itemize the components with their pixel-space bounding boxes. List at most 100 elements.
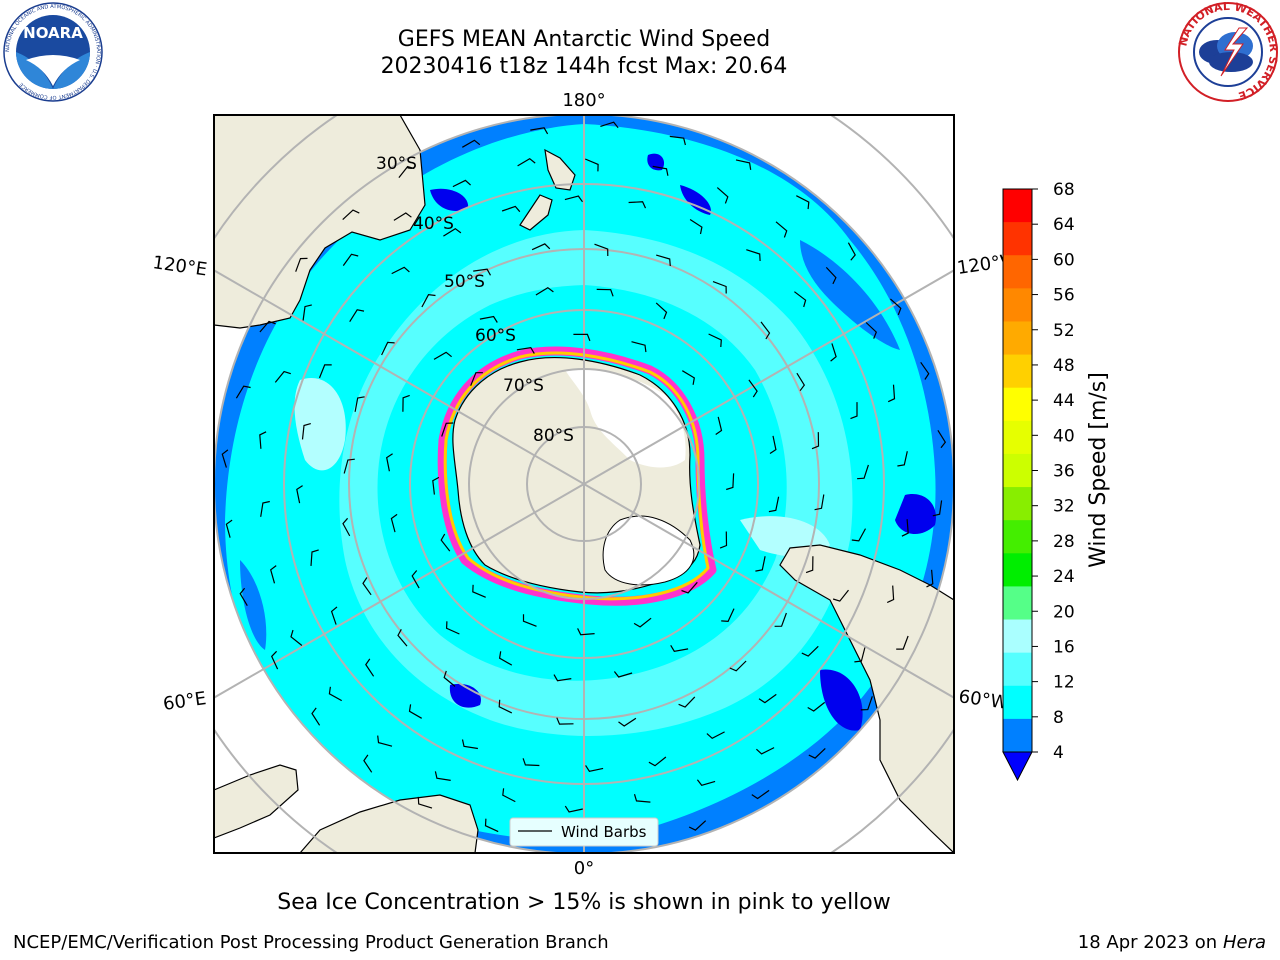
wind-barb: [362, 577, 372, 596]
colorbar-segment: [1003, 321, 1032, 356]
wind-barb: [887, 384, 896, 403]
wind-barb: [398, 165, 415, 178]
colorbar-segment: [1003, 453, 1032, 488]
colorbar-tick-label: 68: [1053, 180, 1075, 200]
wind-barb: [769, 435, 777, 455]
wind-barb: [796, 195, 810, 210]
wind-barb: [584, 158, 599, 172]
wind-barb: [484, 818, 499, 833]
colorbar-tick-label: 52: [1053, 321, 1075, 341]
wind-barb: [594, 243, 609, 257]
wind-barb: [445, 621, 460, 635]
colorbar-segment: [1003, 586, 1032, 621]
wind-barb: [628, 201, 647, 209]
wind-barb: [441, 422, 454, 437]
wind-barb: [901, 519, 909, 537]
colorbar-tick-label: 24: [1053, 567, 1075, 587]
wind-barb: [768, 496, 780, 513]
wind-barb: [825, 266, 837, 285]
wind-barb: [631, 341, 647, 353]
lat-label-70s: 70°S: [503, 376, 544, 396]
colorbar-segment: [1003, 553, 1032, 587]
wind-barb: [585, 765, 604, 772]
wind-barb: [857, 464, 869, 480]
wind-barb: [556, 717, 574, 725]
wind-barb: [655, 302, 668, 320]
wind-barb: [689, 218, 703, 235]
new-zealand: [519, 148, 576, 231]
wind-barb: [461, 139, 481, 148]
wind-barb: [235, 385, 251, 399]
colorbar-segment: [1003, 354, 1032, 389]
colorbar-tick-label: 48: [1053, 356, 1075, 376]
wind-barb: [479, 315, 498, 323]
wind-barb: [830, 343, 837, 362]
colorbar-label: Wind Speed [m/s]: [1086, 372, 1111, 568]
wind-barbs: [221, 121, 947, 843]
wind-barb: [225, 519, 233, 538]
colorbar-segment: [1003, 222, 1032, 256]
lat-label-30s: 30°S: [376, 154, 417, 174]
wind-barb: [270, 650, 279, 670]
lat-label-50s: 50°S: [444, 272, 485, 292]
colorbar-tick-label: 28: [1053, 532, 1075, 552]
wind-barb: [502, 788, 516, 803]
wind-barb: [850, 402, 858, 420]
wind-barb: [259, 320, 276, 333]
wind-barb: [712, 281, 727, 294]
colorbar-segment: [1003, 255, 1032, 289]
wind-barb: [386, 453, 393, 472]
wind-barb: [633, 617, 652, 628]
wind-barb: [774, 612, 787, 627]
lon-label-0: 0°: [574, 858, 594, 879]
wind-barb: [811, 432, 820, 450]
wind-barb: [814, 494, 825, 511]
wind-barb: [688, 820, 707, 831]
wind-barb: [310, 549, 319, 566]
wind-barb: [470, 372, 483, 386]
wind-barb: [865, 322, 878, 339]
colorbar-tick-label: 36: [1053, 462, 1075, 482]
chart-title: GEFS MEAN Antarctic Wind Speed: [397, 27, 771, 52]
wind-barb: [896, 635, 909, 650]
legend-label: Wind Barbs: [561, 823, 647, 841]
wind-barb: [670, 644, 689, 652]
wind-barb: [408, 704, 422, 719]
lon-label-120e: 120°E: [151, 252, 208, 280]
wind-barb: [473, 268, 492, 276]
wind-barb: [596, 288, 614, 297]
wind-barb: [342, 253, 359, 266]
wind-barb: [600, 121, 619, 129]
wind-barb: [648, 756, 667, 767]
wind-barb: [748, 379, 758, 398]
wind-barb: [328, 686, 342, 702]
wind-barb: [832, 589, 849, 602]
wind-barb: [716, 187, 729, 204]
wind-barb: [343, 458, 355, 474]
wind-barb: [678, 696, 696, 708]
colorbar: 68 64 60 56 52 48 44 40 36 32 28 24 20 16 12 8 4 Wind Sp…: [1002, 180, 1111, 782]
wind-barb: [522, 758, 540, 767]
wind-barb: [443, 670, 456, 687]
wind-barb: [715, 416, 723, 435]
wind-barb: [443, 227, 462, 237]
wind-barb: [342, 517, 351, 537]
wind-barb: [681, 581, 698, 594]
wind-barb: [391, 266, 410, 275]
wind-barb: [889, 298, 902, 316]
wind-barb: [937, 429, 947, 449]
wind-barb: [746, 249, 761, 262]
colorbar-tick-label: 12: [1053, 673, 1075, 693]
wind-barb: [808, 747, 826, 759]
date-prefix: 18 Apr 2023 on: [1077, 932, 1223, 953]
wind-barb: [706, 731, 725, 740]
wind-barb: [726, 473, 735, 491]
wind-field-lt4: [430, 153, 936, 731]
wind-barb: [342, 209, 360, 221]
wind-barb: [363, 754, 373, 773]
wind-barb: [805, 556, 814, 574]
colorbar-tick-label: 40: [1053, 426, 1075, 446]
colorbar-segment: [1003, 387, 1032, 422]
wind-barb: [522, 614, 537, 627]
